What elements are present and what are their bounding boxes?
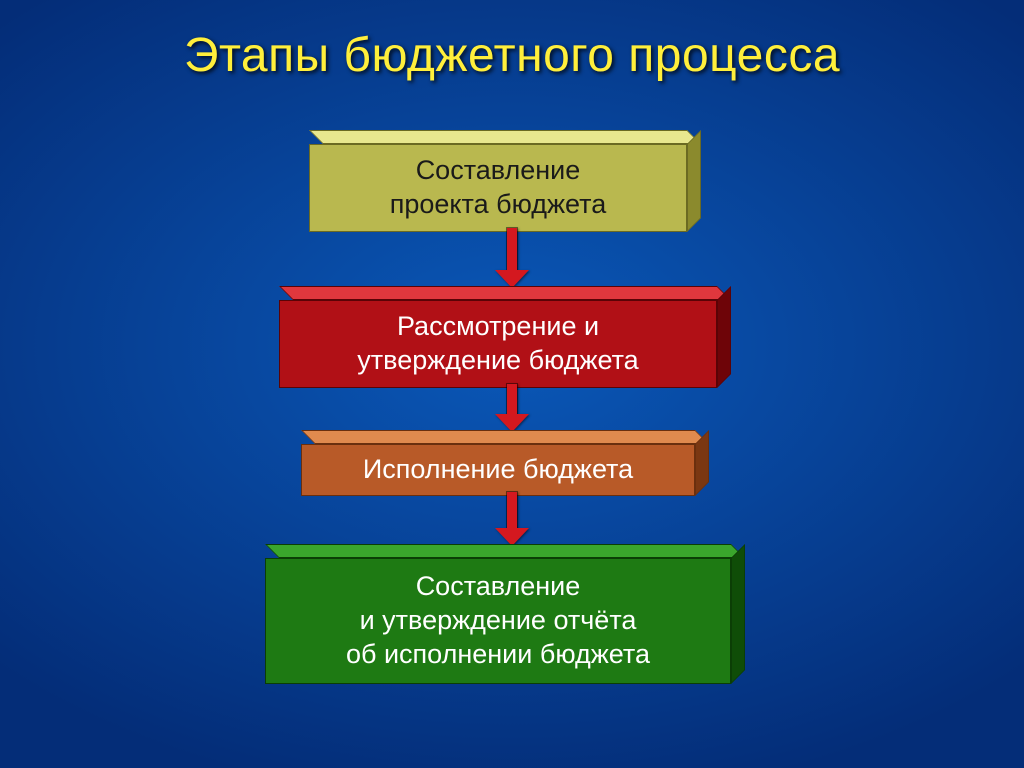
box-bevel-top — [301, 430, 709, 444]
flow-arrow — [495, 492, 529, 546]
arrow-shaft — [507, 228, 517, 270]
flow-arrow — [495, 228, 529, 288]
box-face: Составление проекта бюджета — [309, 144, 687, 232]
box-bevel-top — [265, 544, 745, 558]
flowchart: Составление проекта бюджета Рассмотрение … — [0, 130, 1024, 684]
box-label: Рассмотрение и утверждение бюджета — [357, 310, 638, 378]
box-face: Исполнение бюджета — [301, 444, 695, 496]
arrow-shaft — [507, 492, 517, 528]
box-bevel-right — [717, 286, 731, 388]
slide-title: Этапы бюджетного процесса — [0, 28, 1024, 83]
flow-arrow — [495, 384, 529, 432]
arrow-shaft — [507, 384, 517, 414]
box-label: Составление проекта бюджета — [390, 154, 607, 222]
box-bevel-top — [279, 286, 731, 300]
flow-box-stage-4: Составление и утверждение отчёта об испо… — [265, 544, 745, 684]
box-label: Составление и утверждение отчёта об испо… — [346, 570, 650, 671]
flow-box-stage-1: Составление проекта бюджета — [309, 130, 701, 232]
box-bevel-top — [309, 130, 701, 144]
flow-box-stage-2: Рассмотрение и утверждение бюджета — [279, 286, 731, 388]
box-face: Рассмотрение и утверждение бюджета — [279, 300, 717, 388]
box-label: Исполнение бюджета — [363, 453, 633, 487]
box-bevel-right — [731, 544, 745, 684]
box-bevel-right — [687, 130, 701, 232]
box-face: Составление и утверждение отчёта об испо… — [265, 558, 731, 684]
flow-box-stage-3: Исполнение бюджета — [301, 430, 709, 496]
